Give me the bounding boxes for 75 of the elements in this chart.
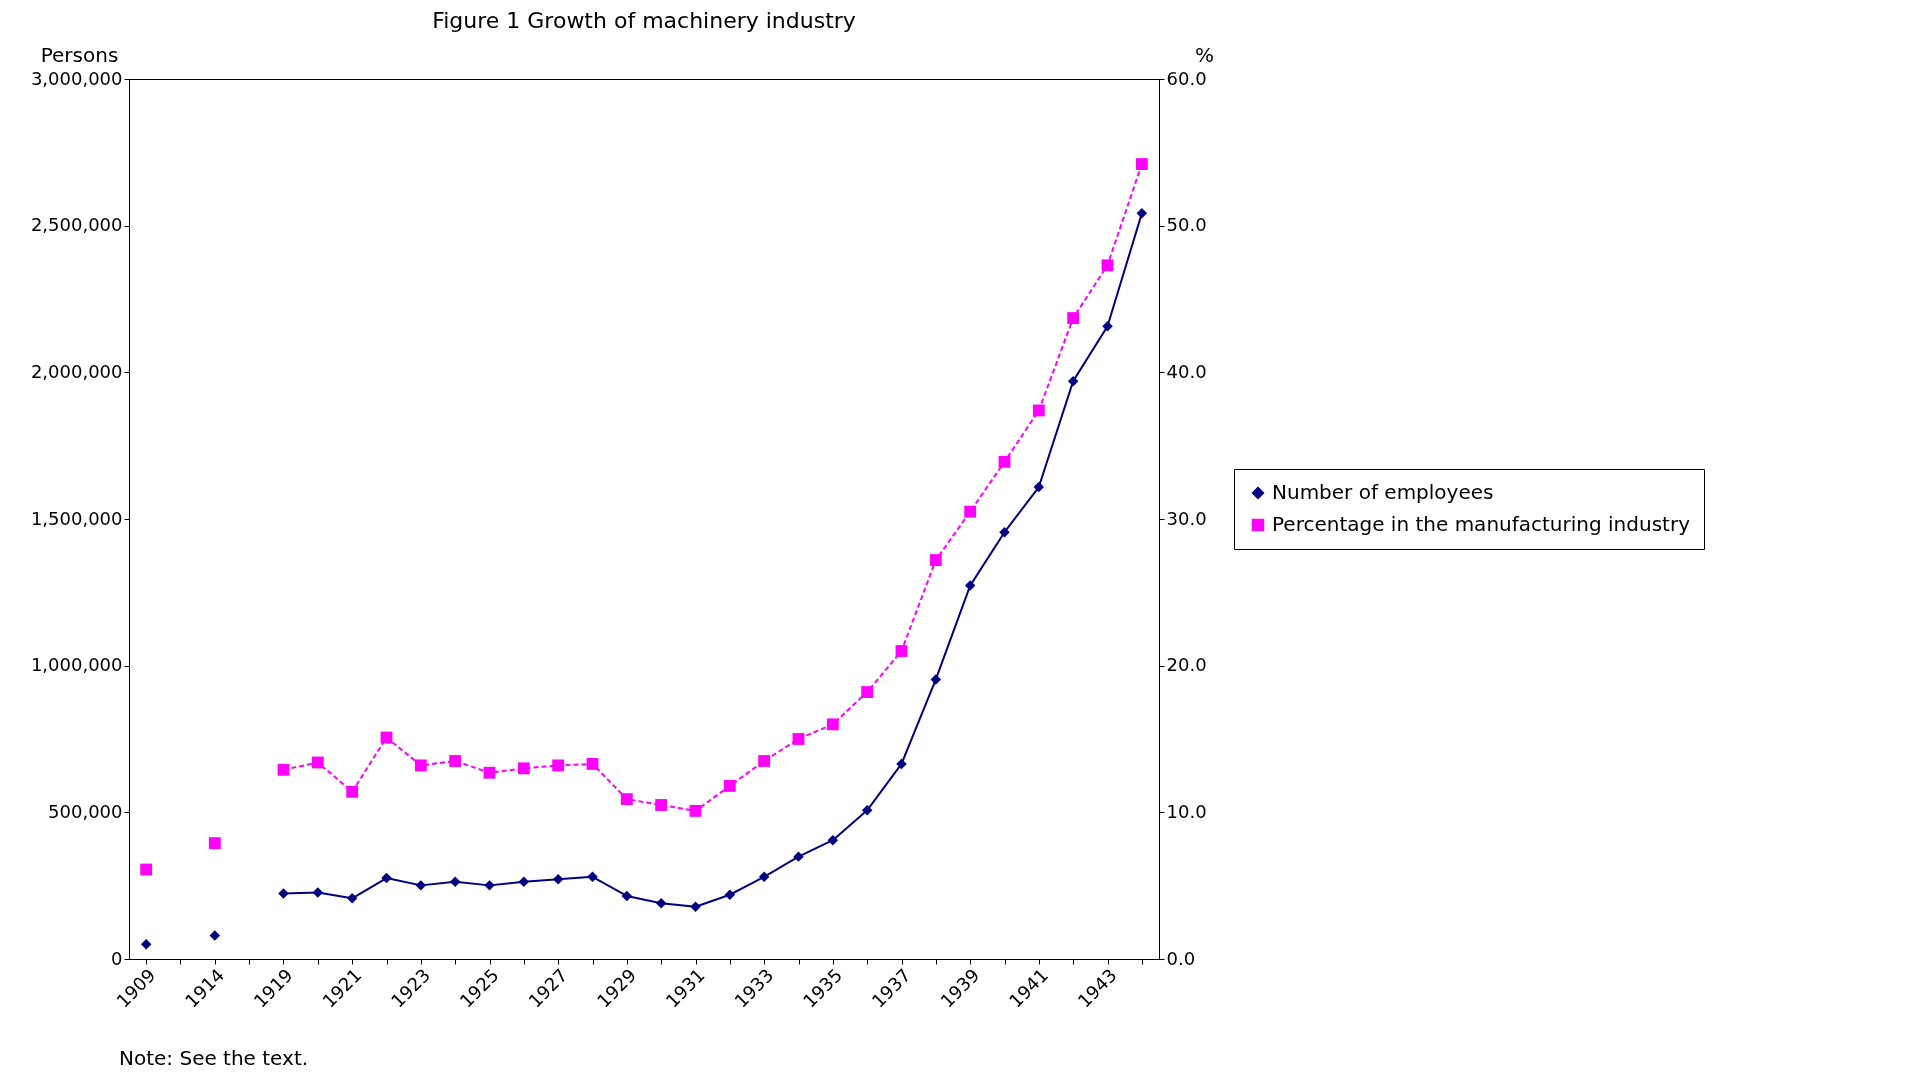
point (209, 930, 221, 941)
point (655, 799, 668, 811)
point (1067, 312, 1080, 324)
point (414, 759, 427, 772)
point (552, 873, 564, 885)
y2-tick-label: 30.0 (1166, 507, 1207, 529)
point (999, 526, 1010, 538)
y-tick-label: 1,500,000 (30, 507, 123, 529)
y2-tick-label: 40.0 (1166, 360, 1207, 382)
y-axis-title: Persons (40, 42, 119, 67)
legend-label: Percentage in the manufacturing industry (1272, 512, 1691, 536)
point (690, 901, 701, 913)
text: Note: See the text. (119, 1046, 309, 1070)
point (655, 898, 667, 909)
point (415, 880, 427, 891)
point (895, 645, 908, 657)
y2-tick-label: 60.0 (1166, 67, 1207, 89)
y-tick-label: 1,000,000 (30, 654, 123, 676)
point (758, 871, 770, 883)
point (484, 880, 495, 891)
point (964, 580, 976, 591)
point (861, 686, 874, 698)
y-tick-label: 0 (111, 947, 123, 969)
y-tick-label: 3,000,000 (30, 67, 123, 89)
legend-label: Number of employees (1272, 480, 1494, 504)
point (723, 780, 736, 792)
y-tick-label: 2,000,000 (30, 360, 123, 382)
y2-tick-label: 10.0 (1166, 800, 1207, 822)
chart-title: Figure 1 Growth of machinery industry (432, 8, 856, 33)
point (1032, 404, 1045, 417)
point (587, 871, 598, 883)
point (1136, 208, 1148, 219)
point (208, 837, 221, 850)
point (826, 718, 839, 731)
point (346, 785, 359, 798)
point (552, 759, 565, 772)
point (278, 888, 289, 899)
point (620, 793, 633, 806)
point (140, 863, 153, 876)
y2-tick-label: 20.0 (1166, 654, 1207, 676)
y2-tick-label: 50.0 (1166, 214, 1207, 236)
point (518, 876, 530, 888)
point (1102, 321, 1113, 332)
point (277, 763, 290, 776)
y-tick-label: 500,000 (48, 800, 123, 822)
y-tick-label: 2,500,000 (30, 214, 123, 236)
point (689, 804, 702, 817)
point (449, 876, 461, 888)
point (964, 505, 977, 518)
point (1135, 158, 1148, 170)
y2-tick-label: 0.0 (1166, 947, 1196, 969)
point (998, 455, 1011, 468)
point (1101, 259, 1114, 272)
point (930, 674, 942, 685)
point (1033, 481, 1045, 493)
point (724, 889, 736, 900)
point (621, 890, 633, 902)
point (792, 733, 805, 745)
point (586, 758, 599, 770)
point (896, 758, 907, 770)
point (1067, 375, 1079, 387)
point (312, 887, 324, 898)
point (929, 554, 942, 566)
y2-axis-title: % (1194, 42, 1215, 67)
point (311, 756, 324, 769)
point (449, 755, 462, 767)
point (517, 762, 530, 775)
point (758, 755, 771, 767)
point (140, 939, 152, 950)
point (483, 766, 496, 779)
point (381, 872, 392, 884)
point (827, 834, 839, 846)
point (346, 893, 358, 904)
point (793, 851, 804, 862)
point (861, 805, 873, 816)
